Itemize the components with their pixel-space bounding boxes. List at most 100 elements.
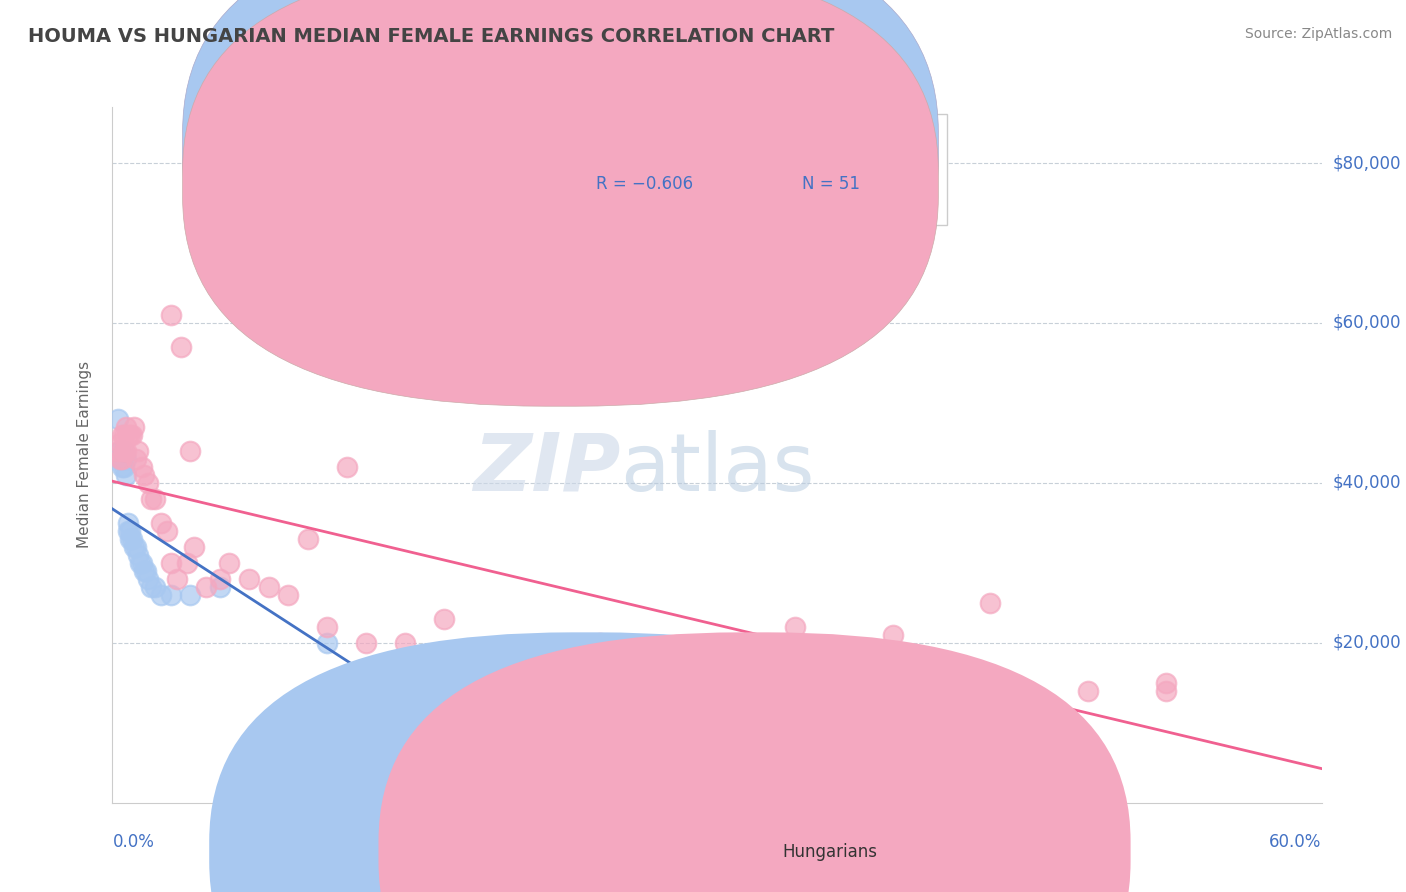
- Point: [150, 516, 173, 530]
- Point: [117, 428, 139, 442]
- Point: [107, 444, 129, 458]
- Point: [141, 580, 163, 594]
- Point: [118, 428, 141, 442]
- Point: [118, 532, 141, 546]
- Point: [145, 580, 167, 594]
- Point: [160, 308, 183, 322]
- Text: Source: ZipAtlas.com: Source: ZipAtlas.com: [1244, 27, 1392, 41]
- Point: [121, 428, 143, 442]
- Text: atlas: atlas: [620, 430, 814, 508]
- Point: [112, 459, 135, 474]
- Point: [238, 572, 260, 586]
- Text: $80,000: $80,000: [1333, 154, 1402, 172]
- Text: R = −0.606: R = −0.606: [596, 175, 693, 193]
- Text: $60,000: $60,000: [1333, 314, 1402, 332]
- Point: [136, 475, 159, 490]
- Point: [316, 620, 339, 634]
- Text: $20,000: $20,000: [1333, 634, 1402, 652]
- Point: [121, 532, 143, 546]
- Point: [118, 524, 141, 538]
- Point: [297, 532, 319, 546]
- Point: [111, 428, 134, 442]
- Point: [145, 491, 167, 506]
- Point: [122, 540, 145, 554]
- Point: [117, 524, 139, 538]
- Text: N = 30: N = 30: [801, 136, 859, 154]
- Point: [183, 540, 205, 554]
- Point: [686, 644, 709, 658]
- Text: Houma: Houma: [613, 843, 672, 861]
- Point: [160, 556, 183, 570]
- Point: [125, 451, 148, 466]
- Point: [107, 412, 129, 426]
- Point: [195, 580, 218, 594]
- Text: R = −0.588: R = −0.588: [596, 136, 693, 154]
- Point: [433, 612, 456, 626]
- Point: [132, 467, 155, 482]
- Point: [111, 459, 134, 474]
- Text: N = 51: N = 51: [801, 175, 859, 193]
- Point: [115, 451, 138, 466]
- Point: [979, 596, 1001, 610]
- Point: [127, 548, 149, 562]
- Point: [208, 572, 231, 586]
- Point: [1077, 683, 1099, 698]
- Point: [136, 572, 159, 586]
- Point: [132, 564, 155, 578]
- Point: [112, 444, 135, 458]
- Point: [783, 620, 806, 634]
- Point: [131, 556, 153, 570]
- FancyBboxPatch shape: [378, 632, 1130, 892]
- Point: [125, 540, 148, 554]
- Point: [277, 588, 299, 602]
- Point: [589, 644, 612, 658]
- FancyBboxPatch shape: [209, 632, 962, 892]
- Text: HOUMA VS HUNGARIAN MEDIAN FEMALE EARNINGS CORRELATION CHART: HOUMA VS HUNGARIAN MEDIAN FEMALE EARNING…: [28, 27, 835, 45]
- Point: [110, 451, 132, 466]
- Point: [335, 459, 357, 474]
- Text: $40,000: $40,000: [1333, 474, 1402, 491]
- Point: [491, 676, 513, 690]
- Text: 60.0%: 60.0%: [1270, 833, 1322, 851]
- Point: [112, 444, 135, 458]
- Point: [218, 556, 240, 570]
- Point: [179, 588, 201, 602]
- Point: [111, 451, 134, 466]
- Point: [110, 444, 132, 458]
- FancyBboxPatch shape: [512, 114, 946, 226]
- Text: Hungarians: Hungarians: [782, 843, 877, 861]
- FancyBboxPatch shape: [183, 0, 938, 406]
- Point: [394, 636, 416, 650]
- Point: [115, 467, 138, 482]
- Point: [179, 444, 201, 458]
- Point: [112, 428, 135, 442]
- Point: [589, 636, 612, 650]
- Point: [110, 436, 132, 450]
- Point: [176, 556, 198, 570]
- Point: [354, 636, 377, 650]
- Point: [166, 572, 188, 586]
- Point: [135, 564, 157, 578]
- Point: [1154, 676, 1177, 690]
- Point: [115, 444, 138, 458]
- Point: [156, 524, 179, 538]
- Point: [127, 444, 149, 458]
- Point: [160, 588, 183, 602]
- Point: [111, 451, 134, 466]
- Point: [141, 491, 163, 506]
- Y-axis label: Median Female Earnings: Median Female Earnings: [77, 361, 91, 549]
- Point: [150, 588, 173, 602]
- Point: [131, 459, 153, 474]
- Point: [257, 580, 280, 594]
- Point: [122, 420, 145, 434]
- Point: [882, 628, 904, 642]
- Text: ZIP: ZIP: [472, 430, 620, 508]
- Point: [115, 420, 138, 434]
- Point: [128, 556, 150, 570]
- Point: [433, 668, 456, 682]
- Point: [1154, 683, 1177, 698]
- Point: [117, 516, 139, 530]
- Point: [110, 451, 132, 466]
- Point: [316, 636, 339, 650]
- FancyBboxPatch shape: [183, 0, 938, 368]
